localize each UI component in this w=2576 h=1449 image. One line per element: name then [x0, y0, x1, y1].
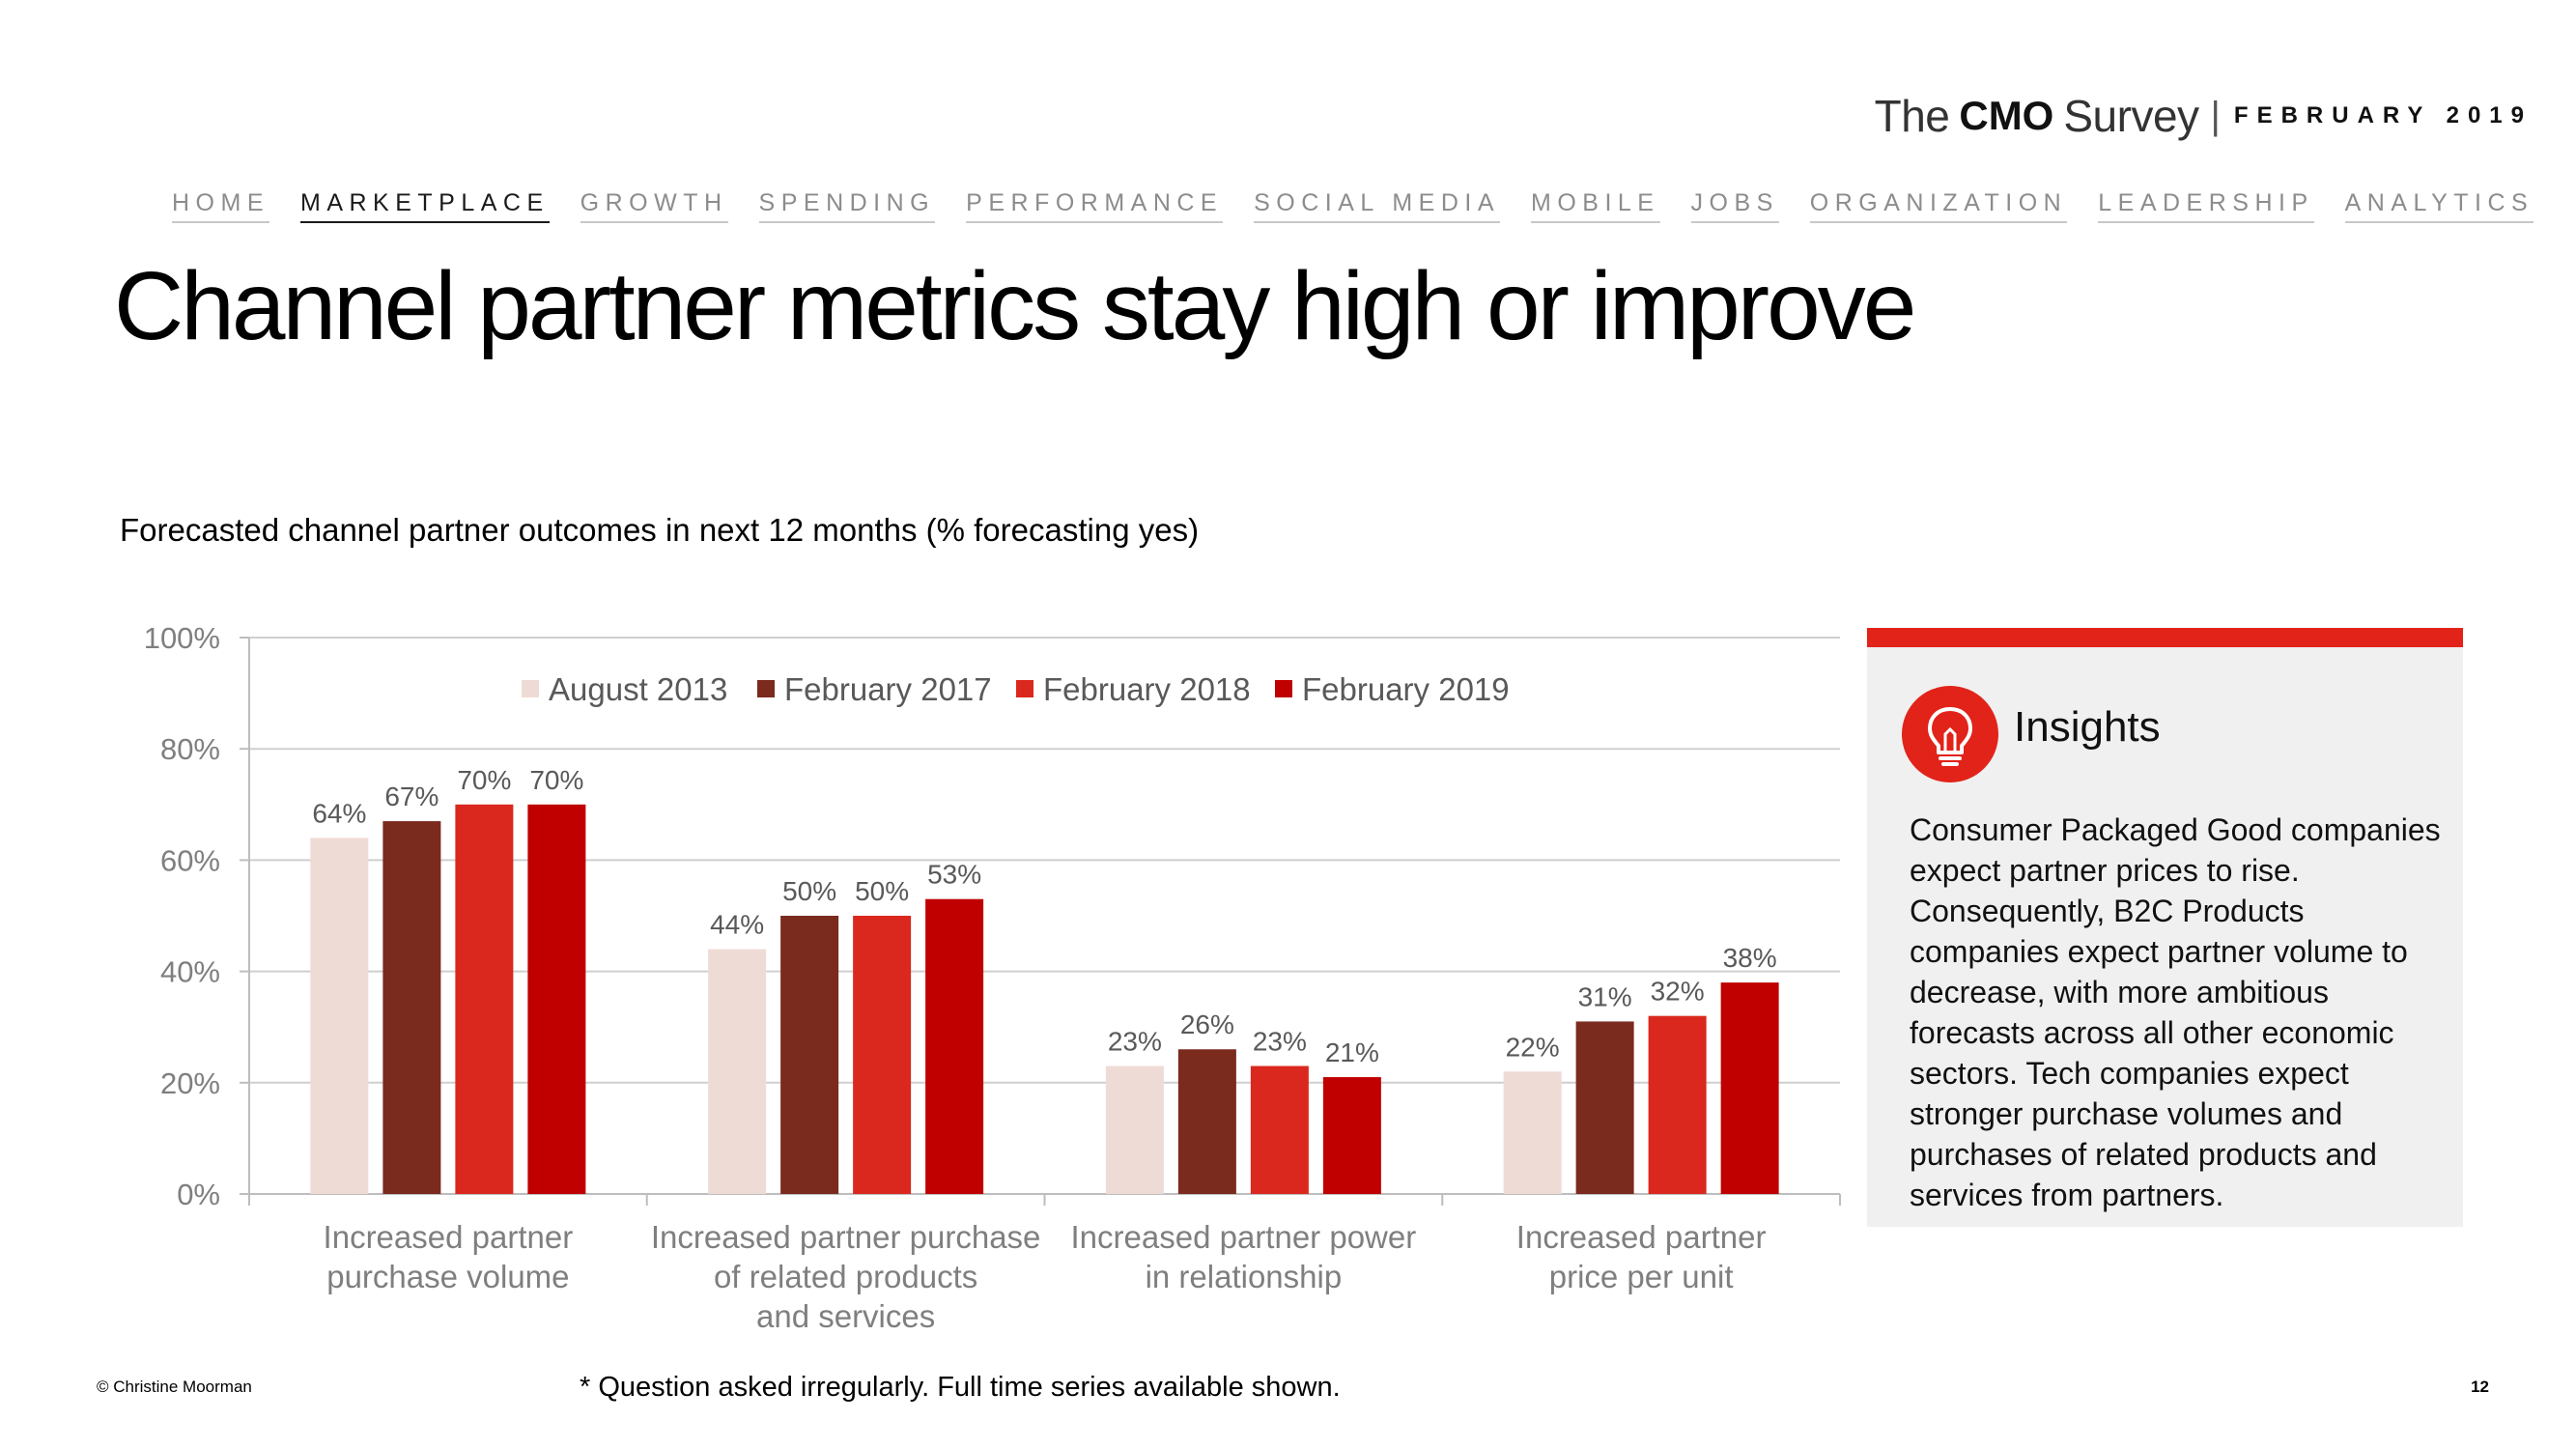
bar	[780, 916, 839, 1194]
data-label: 31%	[1578, 981, 1632, 1011]
insights-title: Insights	[2014, 703, 2161, 751]
brand-cmo: CMO	[1959, 93, 2054, 138]
data-label: 23%	[1108, 1027, 1162, 1057]
bar	[1648, 1015, 1707, 1194]
legend-swatch	[522, 680, 539, 697]
insights-panel: Insights Consumer Packaged Good companie…	[1867, 628, 2463, 1227]
data-label: 53%	[927, 860, 981, 890]
category-label: Increased partner	[324, 1219, 574, 1255]
page-title: Channel partner metrics stay high or imp…	[114, 252, 1916, 360]
legend-label: February 2017	[784, 671, 992, 707]
category-label: price per unit	[1549, 1259, 1734, 1294]
nav-item-performance[interactable]: PERFORMANCE	[966, 189, 1224, 223]
data-label: 26%	[1180, 1009, 1234, 1039]
bar	[708, 949, 767, 1194]
data-label: 50%	[782, 876, 836, 906]
chart-subtitle: Forecasted channel partner outcomes in n…	[120, 512, 1200, 548]
category-label: purchase volume	[326, 1259, 569, 1294]
bar	[1250, 1065, 1309, 1194]
data-label: 70%	[529, 765, 583, 795]
data-label: 44%	[710, 910, 764, 940]
legend-swatch	[1275, 680, 1292, 697]
data-label: 64%	[312, 798, 366, 828]
bar	[925, 898, 984, 1194]
y-tick-label: 80%	[160, 732, 220, 766]
legend-label: February 2018	[1043, 671, 1251, 707]
nav-item-jobs[interactable]: JOBS	[1690, 189, 1779, 223]
bar	[853, 916, 912, 1194]
data-label: 21%	[1325, 1037, 1379, 1067]
data-label: 32%	[1651, 977, 1705, 1007]
legend-label: February 2019	[1302, 671, 1510, 707]
bar	[382, 821, 441, 1194]
data-label: 50%	[855, 876, 909, 906]
bar	[310, 838, 369, 1194]
nav-item-social-media[interactable]: SOCIAL MEDIA	[1254, 189, 1501, 223]
footnote: * Question asked irregularly. Full time …	[580, 1372, 1341, 1403]
data-label: 70%	[457, 765, 511, 795]
page-number: 12	[2471, 1378, 2489, 1396]
survey-date: FEBRUARY 2019	[2233, 102, 2533, 128]
legend-label: August 2013	[549, 671, 727, 707]
nav-item-growth[interactable]: GROWTH	[580, 189, 728, 223]
bar	[1720, 982, 1779, 1194]
insights-text: Consumer Packaged Good companies expect …	[1910, 812, 2441, 1212]
legend-swatch	[1016, 680, 1033, 697]
y-tick-label: 0%	[177, 1178, 220, 1211]
nav-item-organization[interactable]: ORGANIZATION	[1809, 189, 2068, 223]
nav-item-spending[interactable]: SPENDING	[758, 189, 936, 223]
nav-item-analytics[interactable]: ANALYTICS	[2344, 189, 2534, 223]
y-tick-label: 20%	[160, 1066, 220, 1100]
nav-item-marketplace[interactable]: MARKETPLACE	[300, 189, 550, 223]
y-tick-label: 100%	[144, 621, 220, 655]
bar	[527, 804, 586, 1194]
brand-survey: Survey	[2063, 91, 2199, 141]
category-label: in relationship	[1146, 1259, 1343, 1294]
y-tick-label: 40%	[160, 955, 220, 989]
category-label: Increased partner purchase	[651, 1219, 1041, 1255]
category-label: and services	[756, 1298, 935, 1334]
data-label: 22%	[1506, 1032, 1560, 1062]
lightbulb-icon	[1902, 686, 1998, 782]
category-label: of related products	[714, 1259, 977, 1294]
brand-the: The	[1874, 91, 1950, 141]
bar	[1575, 1021, 1634, 1194]
brand-separator: |	[2210, 94, 2221, 137]
legend-swatch	[757, 680, 775, 697]
bar	[455, 804, 514, 1194]
brand-logo: The CMO Survey | FEBRUARY 2019	[1875, 89, 2533, 143]
data-label: 67%	[384, 781, 439, 811]
copyright: © Christine Moorman	[97, 1378, 252, 1396]
top-nav: HOME MARKETPLACE GROWTH SPENDING PERFORM…	[172, 189, 2564, 223]
y-tick-label: 60%	[160, 843, 220, 877]
category-label: Increased partner	[1516, 1219, 1767, 1255]
data-label: 23%	[1253, 1027, 1307, 1057]
data-label: 38%	[1723, 943, 1777, 973]
nav-item-home[interactable]: HOME	[172, 189, 269, 223]
nav-item-mobile[interactable]: MOBILE	[1531, 189, 1660, 223]
bar	[1503, 1071, 1562, 1194]
category-label: Increased partner power	[1071, 1219, 1417, 1255]
bar	[1105, 1065, 1164, 1194]
bar	[1322, 1077, 1381, 1194]
bar	[1177, 1049, 1236, 1194]
nav-item-leadership[interactable]: LEADERSHIP	[2098, 189, 2314, 223]
